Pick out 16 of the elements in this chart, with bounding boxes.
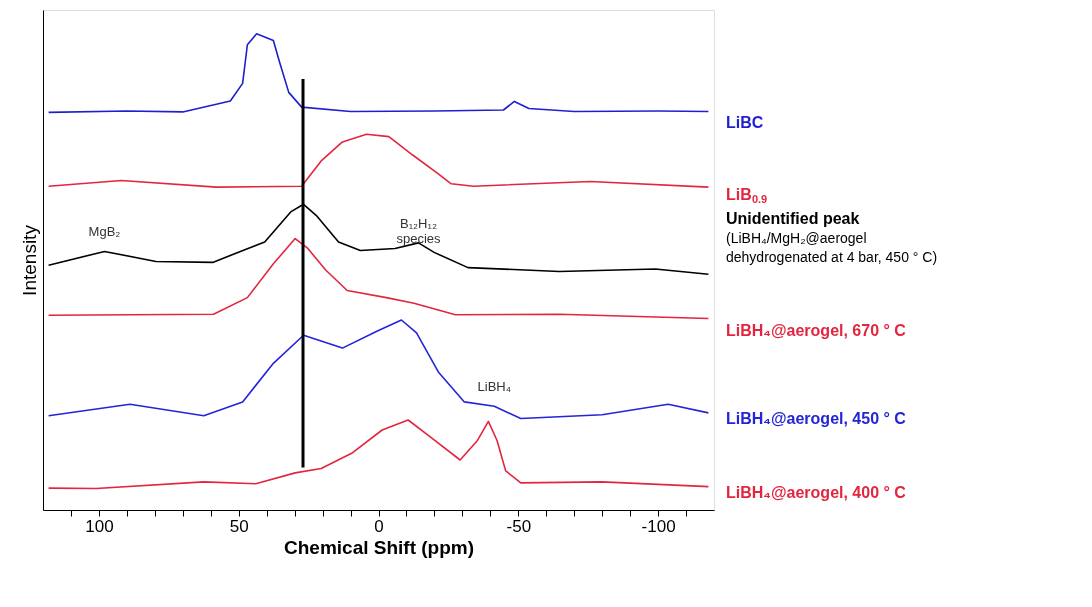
series-label: LiBH₄@aerogel, 400 ° C [726,483,907,501]
x-tick-label: -100 [641,516,676,536]
annotation: B₁₂H₁₂ species [396,215,442,246]
text: (LiBH₄/MgH₂@aerogel dehydrogenated at 4 bar, 450 ° C) [726,230,938,266]
annotation: LiBH₄ [477,379,511,395]
x-axis-title: Chemical Shift (ppm) [283,536,475,558]
x-tick-label: 100 [85,516,114,536]
y-axis-title: Intensity [18,224,40,296]
x-tick-label: 50 [229,516,249,536]
series-label: LiBH₄@aerogel, 450 ° C [726,409,907,427]
annotation: MgB₂ [88,224,121,240]
x-tick-label: 0 [374,516,384,536]
series-label: LiBH₄@aerogel, 670 ° C [726,321,907,339]
x-tick-label: -50 [506,516,532,536]
text: Unidentified peak [726,210,860,228]
series-label: LiBC [726,114,764,132]
